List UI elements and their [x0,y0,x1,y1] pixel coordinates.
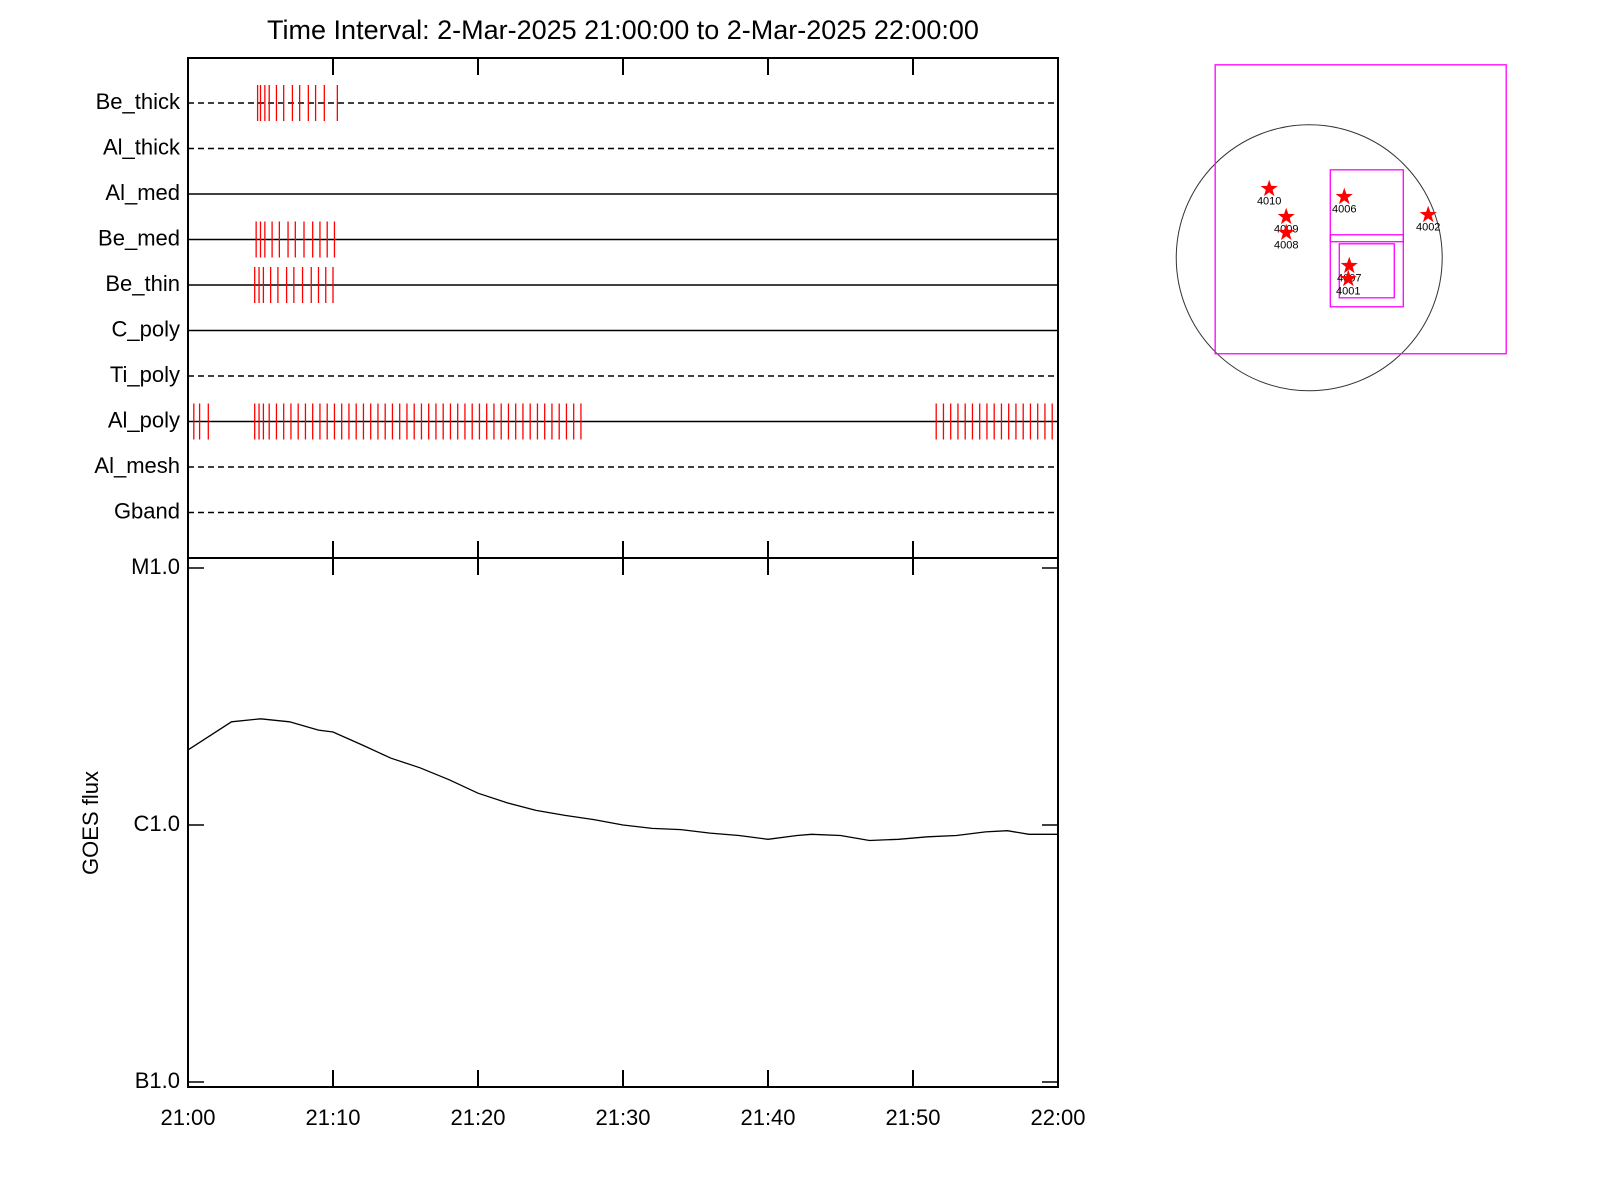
region-star [1277,207,1295,225]
fov-box [1214,64,1507,355]
row-label: Al_thick [103,134,181,159]
fov-box [1329,234,1404,308]
region-label: 4006 [1332,204,1356,216]
region-star [1340,256,1358,274]
row-label: Al_med [105,180,180,205]
row-label: Be_thick [96,89,181,114]
y-tick-label: C1.0 [134,811,180,836]
region-label: 4002 [1416,222,1440,234]
flux-line [187,718,1058,842]
region-label: 4008 [1274,240,1298,252]
x-tick-label: 21:00 [160,1105,215,1130]
y-axis-label: GOES flux [78,771,103,875]
x-tick-label: 21:40 [740,1105,795,1130]
region-star [1277,223,1295,240]
y-tick-label: B1.0 [135,1068,180,1093]
fov-box [1338,243,1395,299]
chart-title: Time Interval: 2-Mar-2025 21:00:00 to 2-… [267,15,979,45]
region-star [1260,179,1278,197]
fov-box [1329,169,1404,243]
region-label: 4010 [1257,196,1281,208]
x-tick-label: 21:50 [885,1105,940,1130]
region-star [1335,187,1353,205]
goes-frame [187,557,1059,1088]
row-label: Be_thin [105,271,180,296]
row-label: Al_mesh [94,453,180,478]
x-tick-label: 22:00 [1030,1105,1085,1130]
row-label: C_poly [112,316,180,341]
x-tick-label: 21:30 [595,1105,650,1130]
row-label: Gband [114,498,180,523]
row-label: Ti_poly [110,362,180,387]
row-label: Be_med [98,225,180,250]
region-star [1339,269,1357,287]
region-label: 4001 [1336,286,1360,298]
x-tick-label: 21:10 [305,1105,360,1130]
solar-disk [1175,124,1443,392]
region-star [1419,205,1437,223]
row-label: Al_poly [108,407,180,432]
y-tick-label: M1.0 [131,554,180,579]
x-tick-label: 21:20 [450,1105,505,1130]
timeline-frame [187,57,1059,559]
